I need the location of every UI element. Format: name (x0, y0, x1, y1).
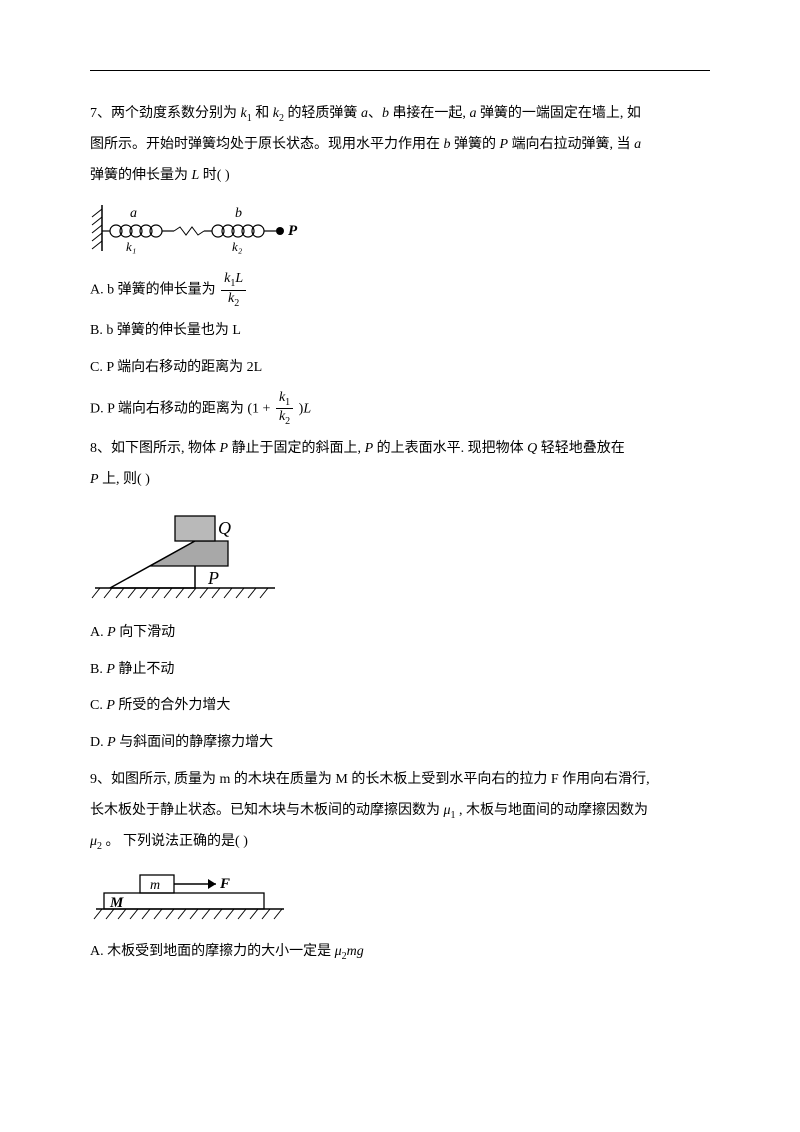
q7-stem: 7、两个劲度系数分别为 k1 和 k2 的轻质弹簧 a、b 串接在一起, a 弹… (90, 99, 710, 191)
q7-optA-lead: A. b 弹簧的伸长量为 (90, 283, 219, 298)
q8B-P: P (106, 662, 115, 677)
q9-t1: 如图所示, 质量为 m 的木块在质量为 M 的长木板上受到水平向右的拉力 F 作… (111, 772, 650, 787)
q8-l2b: 上, 则( ) (99, 472, 150, 487)
q7-t1: 两个劲度系数分别为 (111, 106, 241, 121)
q7-optA-2: 2 (234, 298, 239, 309)
q8C-tail: 所受的合外力增大 (115, 698, 231, 713)
q8D-P: P (107, 735, 116, 750)
q7-l2b: 弹簧的 (451, 137, 500, 152)
q7-fig-P: P (288, 223, 298, 239)
q7-l3b: 时( ) (199, 168, 229, 183)
q7-figure: a b k₁ k₂ P (90, 201, 710, 259)
q7-l3a: 弹簧的伸长量为 (90, 168, 192, 183)
q7-spring-diagram: a b k₁ k₂ P (90, 201, 310, 259)
q9-l2a: 长木板处于静止状态。已知木块与木板间的动摩擦因数为 (90, 803, 444, 818)
q8D-lead: D. (90, 735, 107, 750)
q8-number: 8、 (90, 441, 111, 456)
q9-l3a: 。 下列说法正确的是( ) (102, 834, 248, 849)
q8-P2: P (365, 441, 374, 456)
q9-mu1: μ (444, 803, 451, 818)
q7-a: a (361, 106, 368, 121)
q7-fig-b: b (235, 206, 242, 221)
q8-figure: Q P (90, 506, 710, 606)
q8-optA: A. P 向下滑动 (90, 618, 710, 649)
q7-fig-k1: k₁ (126, 239, 136, 254)
q8-options: A. P 向下滑动 B. P 静止不动 C. P 所受的合外力增大 D. P 与… (90, 618, 710, 759)
q7-t3b: 、 (368, 106, 382, 121)
q9-figure: m M F (90, 867, 710, 925)
q9-block-diagram: m M F (90, 867, 290, 925)
q9-number: 9、 (90, 772, 111, 787)
q8-optC: C. P 所受的合外力增大 (90, 691, 710, 722)
q9-fig-F: F (219, 876, 230, 892)
q8A-tail: 向下滑动 (116, 625, 176, 640)
q8-P1: P (220, 441, 229, 456)
page: 7、两个劲度系数分别为 k1 和 k2 的轻质弹簧 a、b 串接在一起, a 弹… (0, 0, 800, 1132)
q7-a3: a (634, 137, 641, 152)
q8-t4: 轻轻地叠放在 (537, 441, 625, 456)
q8D-tail: 与斜面间的静摩擦力增大 (116, 735, 274, 750)
q7-t2: 和 (252, 106, 273, 121)
q8-optD: D. P 与斜面间的静摩擦力增大 (90, 728, 710, 759)
q8-t3: 的上表面水平. 现把物体 (373, 441, 527, 456)
q8C-lead: C. (90, 698, 106, 713)
q7-optD-L: L (303, 401, 311, 416)
q8A-lead: A. (90, 625, 107, 640)
q7-optB: B. b 弹簧的伸长量也为 L (90, 316, 710, 347)
q7-P: P (500, 137, 509, 152)
q7-b: b (382, 106, 389, 121)
q9-fig-M: M (109, 895, 124, 911)
q9-mu2: μ (90, 834, 97, 849)
q8-t2: 静止于固定的斜面上, (228, 441, 365, 456)
q7-t4: 串接在一起, (389, 106, 470, 121)
q7-t5: 弹簧的一端固定在墙上, 如 (476, 106, 641, 121)
q8-optB: B. P 静止不动 (90, 655, 710, 686)
q7-optA-L: L (235, 271, 243, 286)
q7-l2c: 端向右拉动弹簧, 当 (508, 137, 634, 152)
q7-number: 7、 (90, 106, 111, 121)
q9A-mu: μ (335, 944, 342, 959)
q7-optA-frac: k1L k2 (221, 271, 246, 310)
q7-optD-1: 1 (285, 396, 290, 407)
q7-optD-frac: k1 k2 (276, 390, 293, 429)
q7-l2a: 图所示。开始时弹簧均处于原长状态。现用水平力作用在 (90, 137, 444, 152)
q8C-P: P (106, 698, 115, 713)
top-rule (90, 70, 710, 71)
q8-t1: 如下图所示, 物体 (111, 441, 220, 456)
q9-options: A. 木板受到地面的摩擦力的大小一定是 μ2mg (90, 937, 710, 968)
q7-optD-lead: D. P 端向右移动的距离为 (90, 401, 247, 416)
q8-P3: P (90, 472, 99, 487)
q8B-lead: B. (90, 662, 106, 677)
q8-Q1: Q (527, 441, 537, 456)
q7-optC: C. P 端向右移动的距离为 2L (90, 353, 710, 384)
q9-l2b: , 木板与地面间的动摩擦因数为 (456, 803, 649, 818)
q7-b2: b (444, 137, 451, 152)
q7-optD-prefix: (1 + (247, 401, 274, 416)
q8-fig-Q: Q (218, 518, 231, 538)
q9-optA: A. 木板受到地面的摩擦力的大小一定是 μ2mg (90, 937, 710, 968)
q8A-P: P (107, 625, 116, 640)
q9-fig-m: m (150, 878, 160, 893)
q7-t3: 的轻质弹簧 (284, 106, 361, 121)
q7-optD: D. P 端向右移动的距离为 (1 + k1 k2 )L (90, 390, 710, 429)
q8B-tail: 静止不动 (115, 662, 175, 677)
q9A-mg: mg (347, 944, 364, 959)
q9A-lead: A. 木板受到地面的摩擦力的大小一定是 (90, 944, 335, 959)
q7-options: A. b 弹簧的伸长量为 k1L k2 B. b 弹簧的伸长量也为 L C. P… (90, 271, 710, 428)
q7-fig-a: a (130, 206, 137, 221)
q7-optD-2: 2 (285, 416, 290, 427)
q8-stem: 8、如下图所示, 物体 P 静止于固定的斜面上, P 的上表面水平. 现把物体 … (90, 434, 710, 496)
q9-stem: 9、如图所示, 质量为 m 的木块在质量为 M 的长木板上受到水平向右的拉力 F… (90, 765, 710, 857)
q7-fig-k2: k₂ (232, 239, 243, 254)
q8-incline-diagram: Q P (90, 506, 280, 606)
q8-fig-P: P (207, 568, 219, 588)
q7-optA: A. b 弹簧的伸长量为 k1L k2 (90, 271, 710, 310)
